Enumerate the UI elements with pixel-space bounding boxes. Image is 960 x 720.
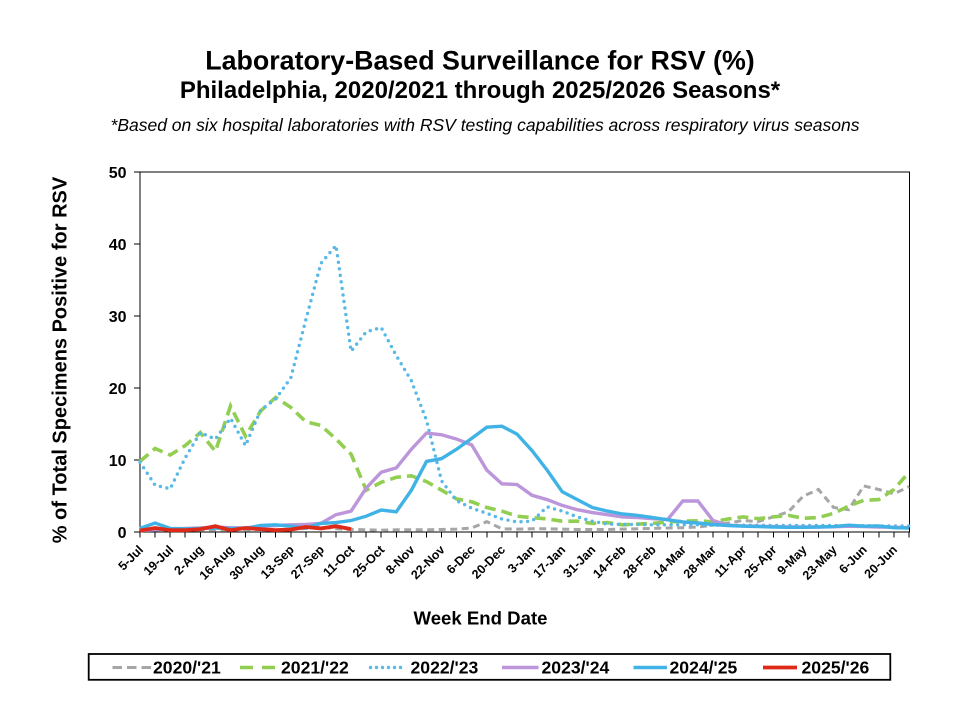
svg-text:30: 30 (109, 309, 127, 326)
svg-text:*Based on six hospital laborat: *Based on six hospital laboratories with… (111, 115, 860, 135)
svg-text:2020/'21: 2020/'21 (153, 657, 221, 677)
svg-text:2025/'26: 2025/'26 (802, 657, 870, 677)
svg-text:20: 20 (109, 381, 127, 398)
svg-text:40: 40 (109, 237, 127, 254)
svg-text:Laboratory-Based Surveillance: Laboratory-Based Surveillance for RSV (%… (205, 46, 754, 76)
svg-text:Philadelphia, 2020/2021 throug: Philadelphia, 2020/2021 through 2025/202… (180, 77, 781, 104)
svg-text:0: 0 (118, 525, 127, 542)
svg-text:% of Total Specimens Positive: % of Total Specimens Positive for RSV (50, 176, 72, 543)
svg-text:50: 50 (109, 165, 127, 182)
svg-text:Week End Date: Week End Date (414, 608, 548, 629)
svg-text:10: 10 (109, 453, 127, 470)
svg-text:2021/'22: 2021/'22 (281, 657, 349, 677)
svg-text:2024/'25: 2024/'25 (670, 657, 738, 677)
svg-text:2023/'24: 2023/'24 (542, 657, 610, 677)
svg-text:2022/'23: 2022/'23 (411, 657, 479, 677)
